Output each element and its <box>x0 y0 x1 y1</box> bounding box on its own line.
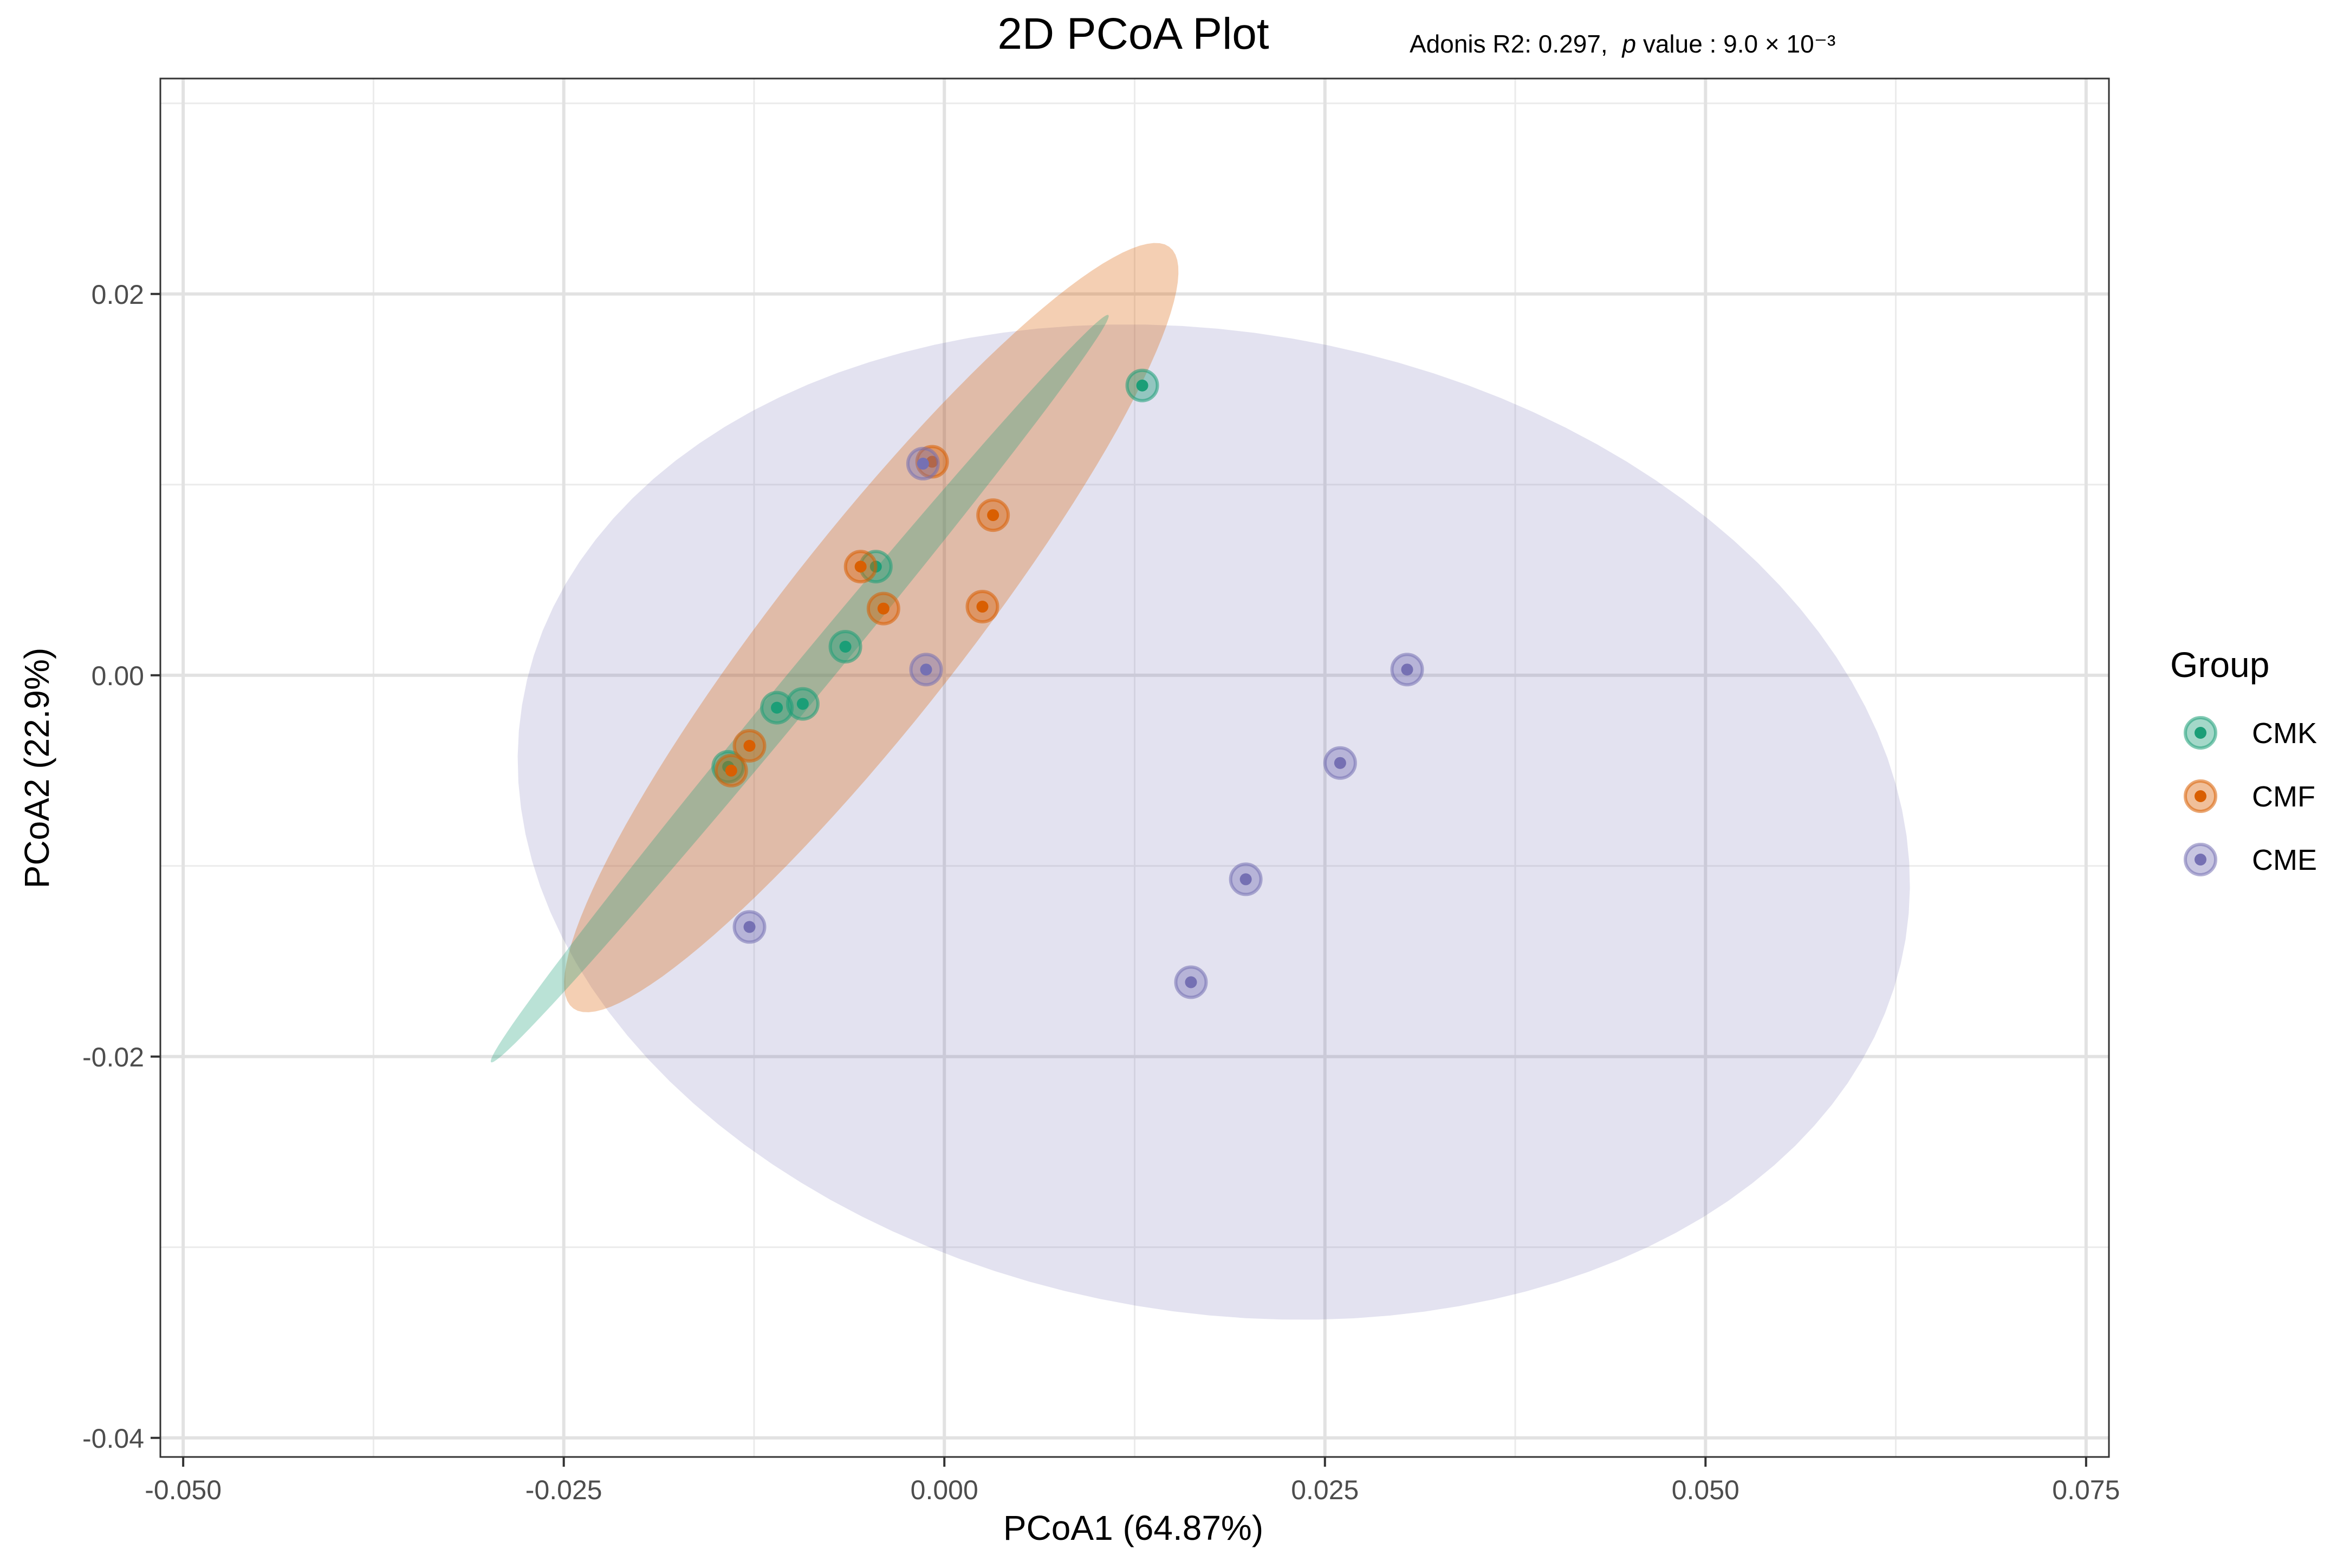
y-axis-label: PCoA2 (22.9%) <box>17 648 56 889</box>
legend: Group CMK CMF CME <box>2170 645 2317 876</box>
x-tick-label-1: -0.025 <box>525 1475 602 1505</box>
point-cme-4 <box>1229 862 1263 896</box>
point-cmf-2 <box>843 550 878 584</box>
point-cme-3 <box>1323 746 1357 780</box>
chart-title: 2D PCoA Plot <box>997 9 1269 58</box>
point-cme-2 <box>1390 653 1424 687</box>
point-cmk-4 <box>786 687 820 721</box>
legend-item-cmk: CMK <box>2184 716 2317 750</box>
point-cmf-3 <box>866 591 900 626</box>
point-cme-5 <box>1174 965 1208 999</box>
subtitle-adonis: Adonis R2: 0.297, <box>1410 30 1608 58</box>
data-points <box>711 368 1424 999</box>
point-cmf-4 <box>965 590 999 624</box>
point-cme-6 <box>732 910 767 944</box>
x-tick-label-4: 0.050 <box>1672 1475 1739 1505</box>
x-tick-label-0: -0.050 <box>145 1475 222 1505</box>
point-cmf-6 <box>714 753 748 788</box>
plot-panel-border <box>159 77 2110 1458</box>
ellipse-cmf <box>564 243 1179 1012</box>
y-tick-label-0: -0.04 <box>82 1423 144 1454</box>
axes: -0.050 -0.025 0.000 0.025 0.050 0.075 -0.04 -0.… <box>82 279 2120 1505</box>
chart-subtitle: Adonis R2: 0.297, p value : 9.0 × 10⁻³ <box>1410 30 1835 58</box>
y-tick-label-3: 0.02 <box>92 279 144 310</box>
x-tick-label-5: 0.075 <box>2052 1475 2120 1505</box>
y-tick-label-2: 0.00 <box>92 661 144 691</box>
x-tick-label-3: 0.025 <box>1291 1475 1359 1505</box>
legend-label-cmf: CMF <box>2252 780 2315 813</box>
subtitle-p-italic: p <box>1621 30 1636 58</box>
legend-label-cme: CME <box>2252 844 2317 876</box>
y-tick-label-1: -0.02 <box>82 1042 144 1072</box>
point-cmk-3 <box>760 691 794 725</box>
subtitle-p-value: value : 9.0 × 10⁻³ <box>1643 30 1835 58</box>
ellipse-cme <box>517 324 1910 1320</box>
legend-item-cmf: CMF <box>2184 779 2315 813</box>
point-cmk-2 <box>828 629 862 663</box>
legend-title: Group <box>2170 645 2269 685</box>
point-cmf-1 <box>976 498 1010 532</box>
grid-lines <box>160 79 2109 1457</box>
x-tick-label-2: 0.000 <box>911 1475 978 1505</box>
legend-label-cmk: CMK <box>2252 717 2317 750</box>
legend-items: CMK CMF CME <box>2184 716 2317 876</box>
legend-item-cme: CME <box>2184 843 2317 876</box>
x-axis-label: PCoA1 (64.87%) <box>1003 1508 1263 1547</box>
point-cmf-5 <box>732 729 767 763</box>
point-cme-1 <box>909 653 943 687</box>
point-cme-0 <box>906 447 940 481</box>
point-cmk-0 <box>1125 368 1159 402</box>
